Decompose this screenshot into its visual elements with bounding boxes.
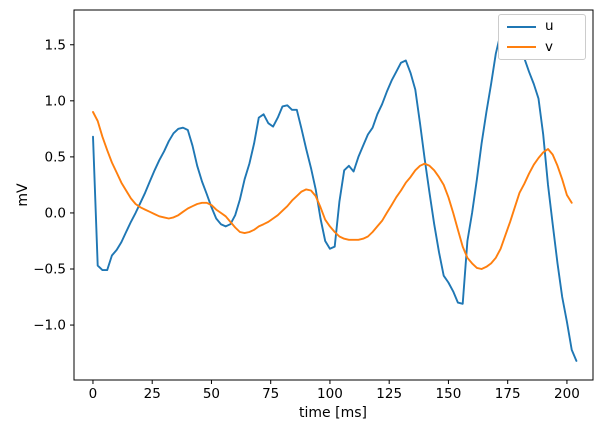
- y-tick-label: 1.5: [45, 37, 66, 53]
- legend-entry-u: u: [507, 18, 577, 34]
- legend: u v: [498, 14, 586, 60]
- x-tick-label: 100: [317, 386, 343, 402]
- legend-label-u: u: [545, 18, 554, 34]
- legend-entry-v: v: [507, 38, 577, 55]
- legend-line-u: [507, 25, 536, 28]
- y-tick-label: −1.0: [33, 318, 66, 334]
- x-tick-label: 175: [495, 386, 521, 402]
- x-tick-label: 150: [436, 386, 462, 402]
- x-tick-label: 75: [262, 386, 279, 402]
- legend-line-v: [507, 46, 536, 49]
- legend-label-v: v: [545, 38, 553, 55]
- y-tick-label: −0.5: [33, 262, 66, 278]
- y-tick-label: 0.0: [45, 205, 66, 221]
- y-axis-label: mV: [15, 183, 31, 207]
- y-tick-label: 0.5: [45, 149, 66, 165]
- x-tick-label: 25: [144, 386, 161, 402]
- series-line-u: [92, 23, 578, 362]
- y-axis-ticks: −1.0 −0.5 0.0 0.5 1.0 1.5: [33, 37, 74, 334]
- x-tick-label: 0: [89, 386, 98, 402]
- series-line-v: [92, 111, 573, 270]
- x-tick-label: 200: [554, 386, 580, 402]
- x-axis-ticks: 0 25 50 75 100 125 150 175 200: [89, 380, 580, 402]
- series-lines: [92, 23, 578, 362]
- y-tick-label: 1.0: [45, 93, 66, 109]
- x-tick-label: 50: [203, 386, 220, 402]
- plot-area-border: [73, 9, 594, 381]
- x-tick-label: 125: [376, 386, 402, 402]
- x-axis-label: time [ms]: [299, 405, 367, 421]
